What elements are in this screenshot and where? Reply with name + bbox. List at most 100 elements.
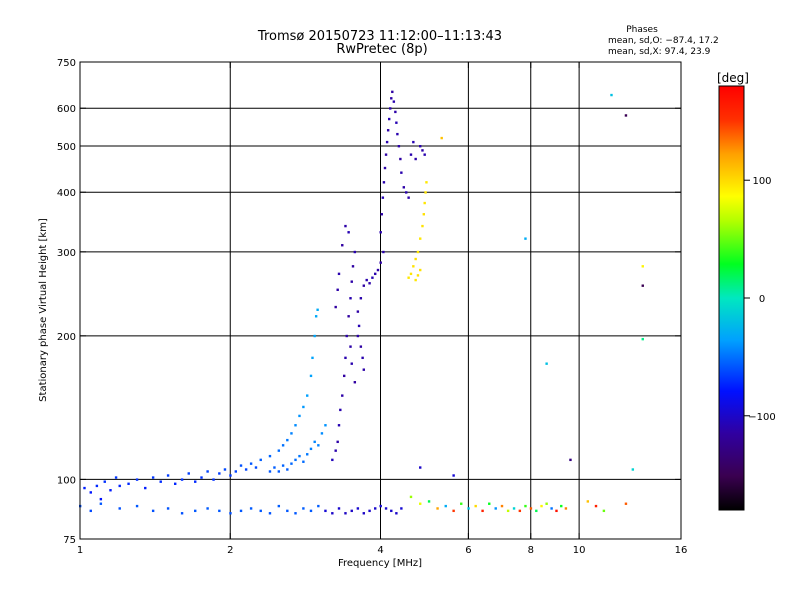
data-point (350, 280, 353, 283)
data-point (309, 447, 313, 451)
data-point (114, 476, 118, 479)
data-point (359, 297, 363, 300)
data-point (419, 268, 422, 272)
y-tick-label: 500 (57, 142, 76, 153)
data-point (239, 509, 243, 513)
data-point (440, 136, 443, 140)
data-point (550, 507, 553, 510)
data-point (419, 466, 422, 469)
data-point (535, 509, 538, 513)
data-point (399, 157, 402, 161)
data-point (339, 408, 342, 412)
data-point (555, 509, 558, 513)
data-point (361, 356, 364, 360)
data-point (187, 472, 190, 475)
data-point (524, 504, 527, 508)
phases-x-line: mean, sd,X: 97.4, 23.9 (608, 47, 711, 57)
data-point (494, 507, 497, 510)
data-point (353, 250, 357, 254)
data-point (286, 468, 289, 471)
data-point (407, 196, 410, 199)
data-point (586, 500, 590, 503)
data-point (365, 278, 368, 282)
data-point (306, 394, 309, 397)
data-point (414, 257, 417, 261)
data-point (118, 484, 121, 488)
data-point (419, 237, 422, 240)
data-point (518, 509, 522, 513)
data-point (259, 509, 262, 513)
data-point (405, 191, 408, 194)
data-point (409, 495, 413, 499)
data-point (118, 507, 121, 510)
data-point (268, 454, 272, 458)
data-point (317, 444, 320, 447)
data-point (444, 504, 447, 508)
data-point (357, 324, 361, 328)
data-point (180, 478, 184, 481)
data-point (400, 171, 403, 174)
data-point (316, 308, 319, 311)
data-point (302, 507, 305, 510)
data-point (474, 504, 477, 508)
data-point (159, 480, 162, 483)
data-point (89, 491, 92, 494)
data-point (166, 474, 170, 477)
y-tick-label: 200 (57, 332, 76, 343)
data-point (331, 512, 334, 515)
data-point (569, 458, 572, 462)
y-tick-label: 400 (57, 188, 76, 199)
data-point (206, 507, 209, 510)
data-point (394, 110, 397, 114)
data-point (350, 509, 353, 513)
chart-subtitle: RwPretec (8p) (336, 42, 427, 57)
data-point (427, 500, 431, 503)
data-point (368, 509, 371, 513)
data-point (506, 509, 510, 513)
data-point (194, 509, 197, 513)
data-point (389, 107, 392, 110)
data-point (286, 438, 289, 442)
data-point (345, 334, 348, 338)
data-point (545, 362, 548, 365)
y-axis-label: Stationary phase Virtual Height [km] (38, 218, 49, 402)
data-point (95, 484, 99, 488)
data-point (229, 512, 232, 515)
data-point (436, 507, 439, 510)
data-point (337, 272, 341, 276)
data-point (254, 466, 258, 469)
data-point (309, 374, 313, 378)
data-point (381, 196, 385, 199)
colorbar-label: [deg] (717, 71, 749, 85)
data-point (419, 144, 422, 148)
data-point (422, 213, 426, 216)
data-point (334, 305, 337, 309)
data-point (309, 509, 313, 513)
data-point (631, 468, 635, 471)
data-point (151, 509, 155, 513)
data-point (218, 472, 221, 475)
data-point (356, 310, 360, 313)
data-point (234, 470, 238, 473)
data-point (460, 502, 463, 505)
grid-layer (80, 62, 681, 539)
data-point (374, 507, 377, 510)
data-point (313, 440, 316, 444)
data-point (416, 250, 420, 254)
data-point (481, 509, 484, 513)
data-point (356, 334, 360, 338)
data-point (135, 478, 139, 481)
data-point (89, 509, 92, 513)
data-point (500, 504, 504, 508)
data-point (376, 268, 380, 272)
data-point (416, 274, 420, 277)
data-point (488, 502, 491, 505)
data-point (244, 468, 248, 471)
data-point (294, 424, 297, 427)
data-point (313, 334, 316, 338)
data-point (624, 502, 628, 505)
colorbar (718, 85, 745, 511)
y-tick-label: 300 (57, 248, 76, 259)
